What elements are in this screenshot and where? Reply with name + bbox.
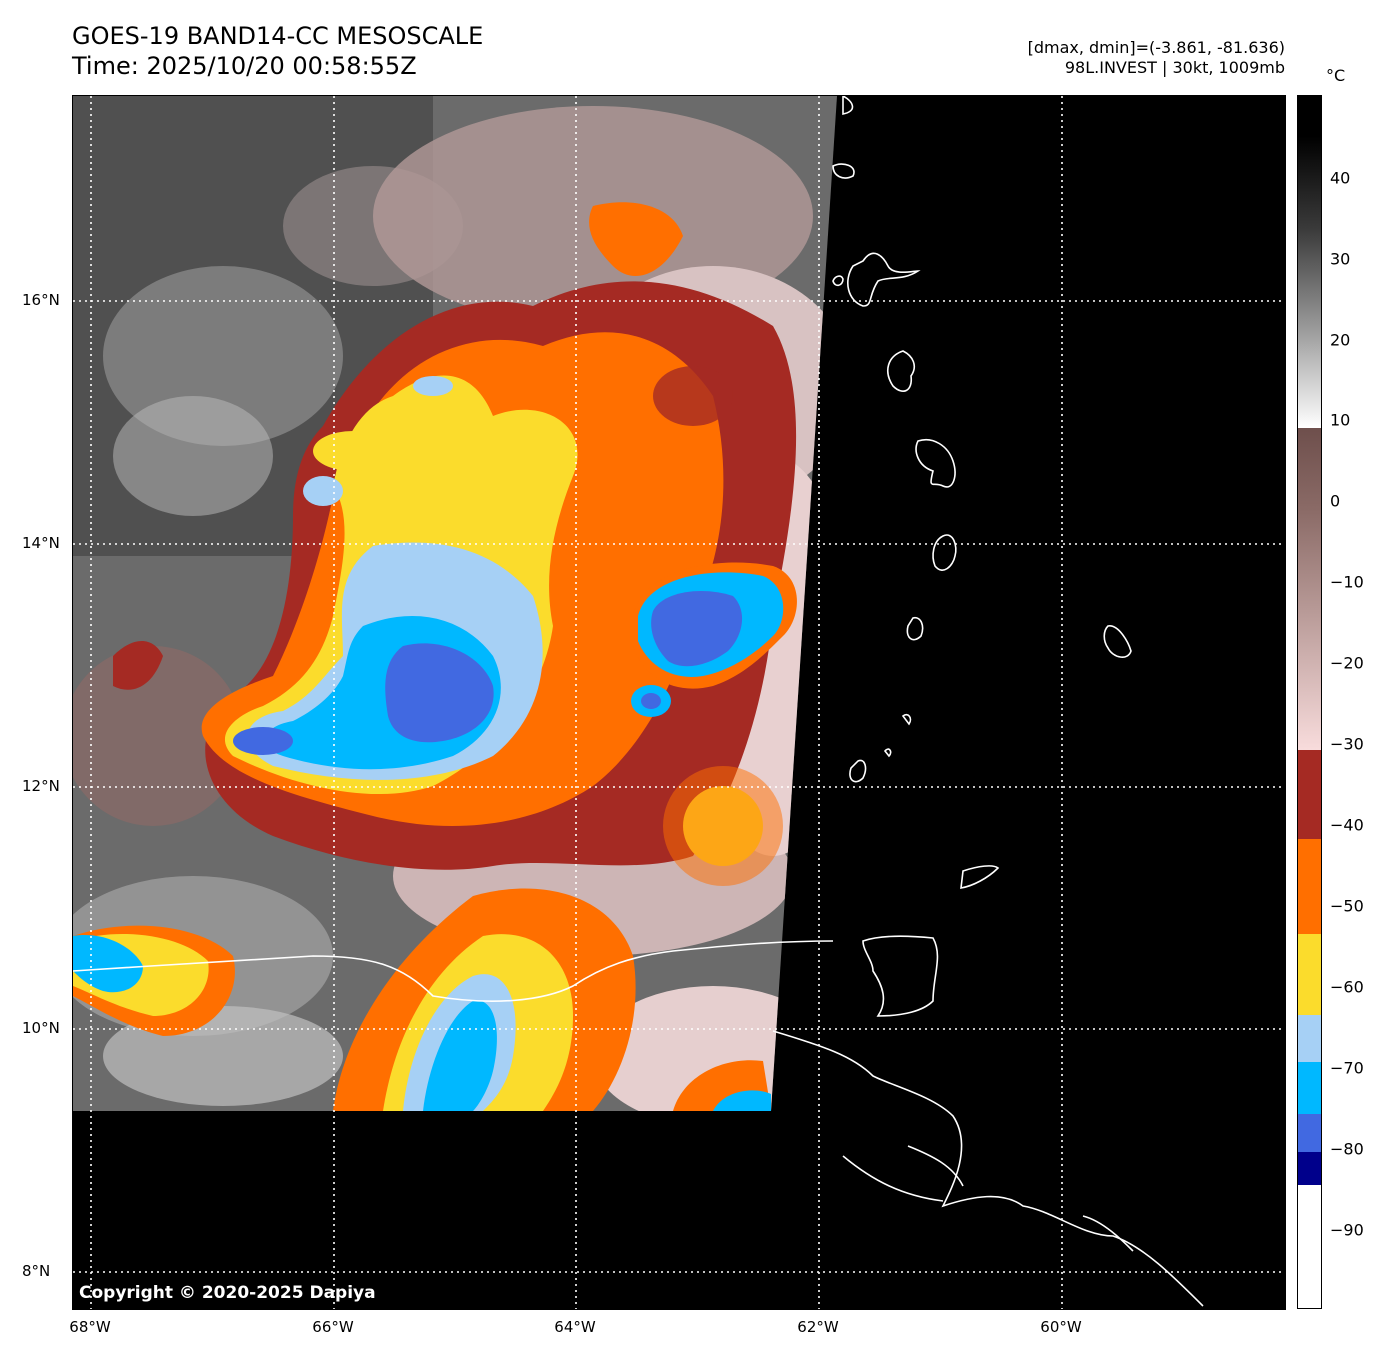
colorbar-orange	[1298, 839, 1321, 934]
lon-label-68w: 68°W	[69, 1318, 111, 1336]
intensity-range: [dmax, dmin]=(-3.861, -81.636)	[1027, 38, 1285, 57]
satellite-map: Copyright © 2020-2025 Dapiya	[72, 95, 1286, 1310]
coastlines	[73, 96, 1204, 1307]
colorbar-tick: 0	[1330, 491, 1341, 511]
map-title: GOES-19 BAND14-CC MESOSCALE	[72, 22, 484, 50]
colorbar-cold-white	[1298, 1185, 1321, 1308]
colorbar-tick: −90	[1330, 1220, 1364, 1240]
colorbar-tick: 10	[1330, 410, 1351, 430]
lon-label-60w: 60°W	[1040, 1318, 1082, 1336]
copyright-notice: Copyright © 2020-2025 Dapiya	[79, 1283, 376, 1303]
ir-imagery	[73, 96, 837, 1111]
colorbar-dark-red	[1298, 750, 1321, 839]
colorbar-unit: °C	[1326, 66, 1346, 85]
graticule	[73, 96, 1285, 1309]
colorbar-tick: −10	[1330, 572, 1364, 592]
lat-label-10n: 10°N	[22, 1019, 60, 1037]
colorbar-royal-blue	[1298, 1114, 1321, 1152]
map-timestamp: Time: 2025/10/20 00:58:55Z	[72, 52, 417, 80]
lat-label-14n: 14°N	[22, 534, 60, 552]
colorbar-tick: 30	[1330, 249, 1351, 269]
colorbar-tick: −40	[1330, 815, 1364, 835]
colorbar-tick: −30	[1330, 734, 1364, 754]
colorbar-brown-pink	[1298, 428, 1321, 750]
colorbar-tick: −80	[1330, 1139, 1364, 1159]
storm-info: 98L.INVEST | 30kt, 1009mb	[1064, 58, 1285, 77]
colorbar-tick: 40	[1330, 168, 1351, 188]
colorbar-tick: −60	[1330, 977, 1364, 997]
lon-label-66w: 66°W	[312, 1318, 354, 1336]
colorbar	[1297, 95, 1322, 1309]
lat-label-8n: 8°N	[22, 1262, 51, 1280]
colorbar-tick: 20	[1330, 330, 1351, 350]
lat-label-12n: 12°N	[22, 777, 60, 795]
satellite-imagery	[73, 96, 1285, 1309]
colorbar-navy	[1298, 1152, 1321, 1185]
colorbar-yellow	[1298, 934, 1321, 1015]
colorbar-tick: −50	[1330, 896, 1364, 916]
colorbar-light-blue	[1298, 1015, 1321, 1062]
colorbar-cyan	[1298, 1062, 1321, 1114]
colorbar-warm-gray	[1298, 96, 1321, 428]
lat-label-16n: 16°N	[22, 291, 60, 309]
lon-label-62w: 62°W	[797, 1318, 839, 1336]
colorbar-tick: −20	[1330, 653, 1364, 673]
colorbar-tick: −70	[1330, 1058, 1364, 1078]
lon-label-64w: 64°W	[554, 1318, 596, 1336]
